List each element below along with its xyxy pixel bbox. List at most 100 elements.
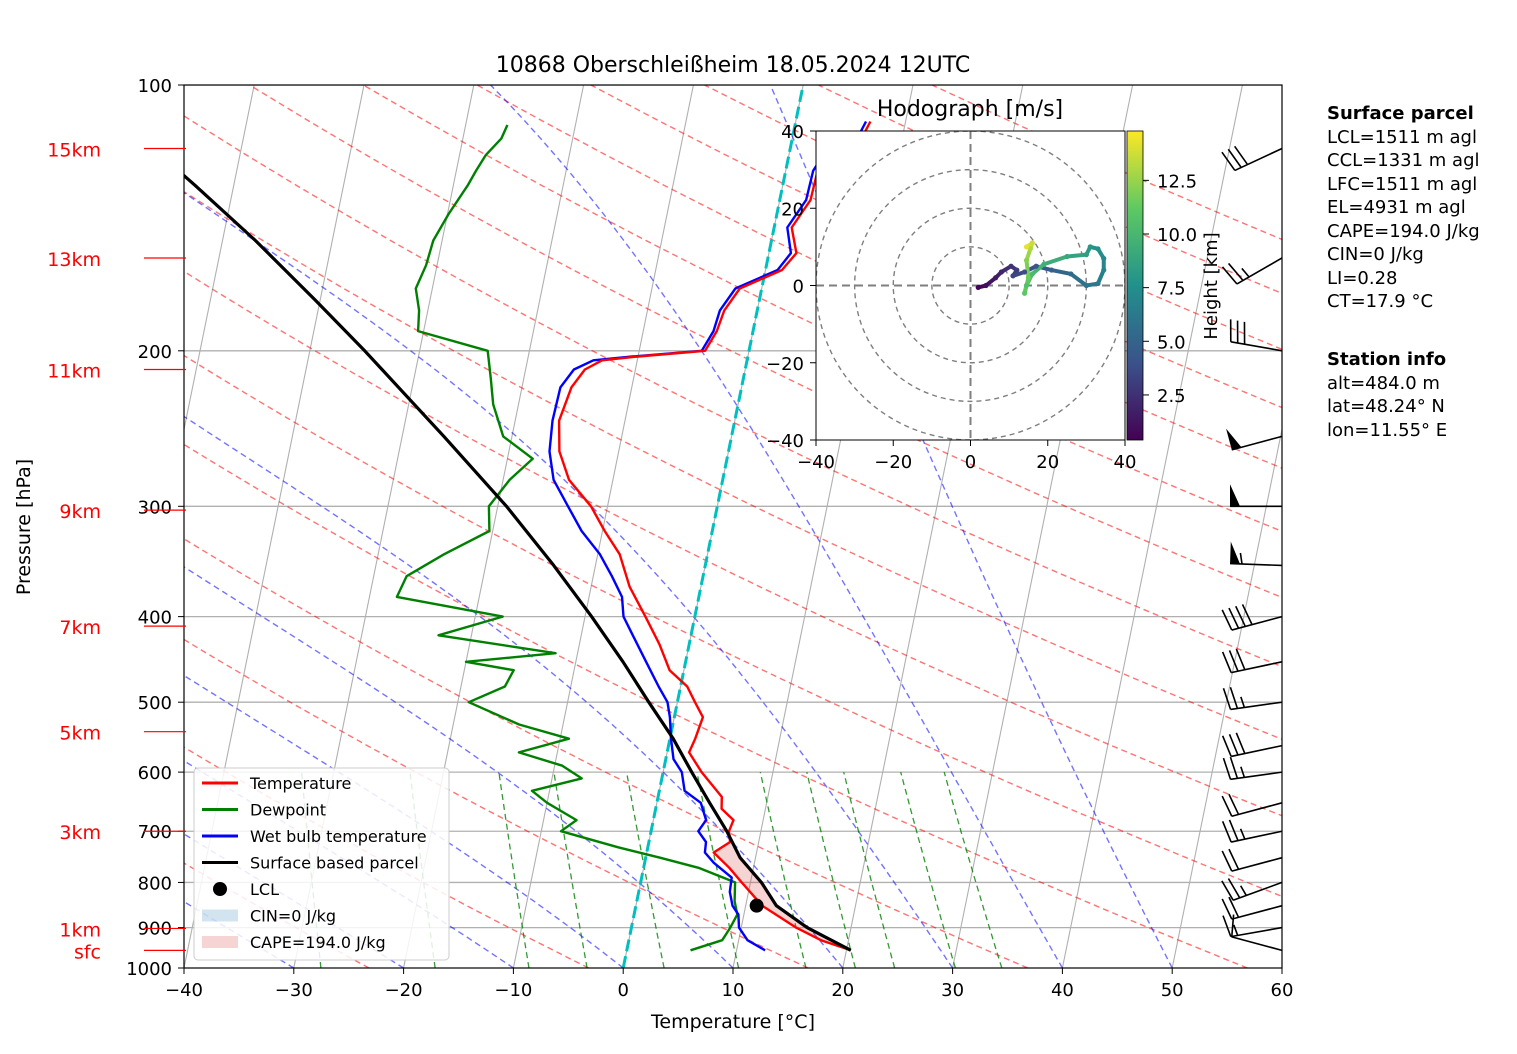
wind-barb-flag (1227, 148, 1242, 168)
wind-barb-flag (1221, 850, 1233, 872)
wind-barb-flag (1228, 734, 1239, 756)
hodograph-point (1021, 269, 1028, 275)
hodograph-segment (1024, 258, 1031, 280)
colorbar-ticks: 2.5 5.0 7.5 10.0 12.5 (1143, 171, 1197, 407)
wind-barb-flag (1228, 896, 1240, 918)
hodograph-inset: Hodograph [m/s] −40−40 −20 −20 0 0 20 20 40 40 2… (766, 97, 1222, 473)
x-axis-label: Temperature [°C] (650, 1011, 815, 1033)
wind-barb-flag (1227, 878, 1241, 899)
parcel-li: LI=0.28 (1327, 267, 1398, 289)
wind-barb-pennant (1230, 541, 1241, 564)
hodograph-point (1083, 282, 1089, 289)
mixing-ratio-line (943, 771, 1003, 968)
surface-parcel-panel: Surface parcel LCL=1511 m agl CCL=1331 m… (1327, 102, 1480, 314)
height-label: 9km (59, 501, 101, 523)
wind-barb-staff (1230, 340, 1283, 352)
legend-label: Wet bulb temperature (250, 827, 427, 846)
hodograph-point (1029, 240, 1035, 246)
x-tick-label: −30 (275, 980, 313, 1001)
wind-barb-flag (1229, 756, 1239, 779)
parcel-ct: CT=17.9 °C (1327, 291, 1434, 312)
parcel-lcl: LCL=1511 m agl (1327, 126, 1477, 148)
hodograph-trace (975, 240, 1107, 296)
wind-barb-flag (1221, 151, 1236, 171)
station-lat: lat=48.24° N (1327, 396, 1445, 417)
hodograph-point (998, 269, 1005, 275)
wind-barb-flag (1221, 880, 1234, 901)
moist-adiabat-line (184, 900, 295, 968)
y-tick-label: 200 (138, 342, 172, 363)
wind-barb-pennant (1226, 428, 1242, 450)
y-tick-label: 300 (138, 497, 172, 518)
wind-barb-half-flag (1239, 828, 1246, 840)
y-tick-label: 800 (138, 873, 172, 894)
mixing-ratio-line (843, 771, 896, 968)
surface-parcel-heading: Surface parcel (1327, 103, 1474, 124)
hodograph-point (1023, 282, 1030, 289)
wind-barb-staff (1231, 615, 1283, 631)
hodograph-point (1025, 275, 1032, 281)
hodograph-point (1101, 267, 1107, 273)
mixing-ratio-line (900, 771, 957, 968)
dry-adiabat-line (184, 538, 1029, 968)
lcl-marker (749, 898, 764, 913)
wind-barb-staff (1230, 830, 1283, 843)
hodograph-ring (892, 207, 1049, 364)
x-tick-label: −10 (494, 980, 532, 1001)
hodograph-point (1049, 267, 1055, 273)
dry-adiabat-line (184, 354, 1282, 898)
legend-label: Dewpoint (250, 801, 326, 820)
moist-adiabat-line (184, 674, 624, 968)
wet-bulb-line (548, 120, 868, 952)
wind-barb-staff (1230, 744, 1283, 758)
moist-adiabat-line (184, 415, 844, 968)
hodograph-point (1095, 280, 1101, 287)
station-lon: lon=11.55° E (1327, 419, 1448, 441)
hodograph-point (1041, 261, 1047, 267)
mixing-ratio-line (498, 772, 530, 968)
wind-barb-half-flag (1241, 267, 1250, 278)
wind-barb-pennant (1230, 484, 1240, 507)
wind-barb-flag (1235, 732, 1246, 754)
wind-barb-flag (1221, 651, 1232, 673)
hodograph-x-tick-label: 40 (1114, 452, 1137, 473)
hodograph-point (1027, 246, 1033, 252)
colorbar-tick-label: 12.5 (1157, 171, 1197, 192)
hodograph-colorbar (1126, 130, 1144, 441)
height-label: 1km (59, 919, 101, 941)
height-label: 11km (47, 361, 101, 383)
wind-barbs (1221, 145, 1283, 952)
legend-label: CAPE=194.0 J/kg (250, 933, 386, 952)
profile-series (184, 120, 872, 952)
profile-area (184, 85, 872, 968)
legend-label: LCL (250, 880, 279, 899)
x-tick-label: 20 (831, 980, 854, 1001)
wind-barb-staff (1236, 257, 1283, 285)
hodograph-segment (1049, 268, 1073, 276)
wind-barb-staff (1230, 661, 1283, 674)
dry-adiabat-line (184, 443, 1248, 968)
hodograph-point (1101, 255, 1107, 262)
hodograph-point (1095, 246, 1101, 252)
wind-barb-staff (1231, 802, 1283, 818)
wind-barb-staff (1232, 881, 1283, 901)
hodograph-point (983, 282, 989, 289)
hodograph-x-tick-label: −20 (874, 452, 912, 473)
legend-swatch-patch (202, 909, 238, 922)
mixing-ratio-lines (300, 771, 1003, 968)
y-tick-label: 900 (138, 919, 172, 940)
wind-barb-flag (1222, 687, 1232, 710)
y-axis-ticks: 100 200 300 400 500 600 700 800 900 1000 (126, 76, 184, 980)
wind-barb-flag (1228, 607, 1240, 629)
wind-barb-staff (1230, 771, 1283, 781)
y-tick-label: 1000 (126, 959, 172, 980)
parcel-cape: CAPE=194.0 J/kg (1327, 220, 1480, 242)
x-tick-label: 30 (941, 980, 964, 1001)
wind-barb-half-flag (1233, 924, 1239, 936)
hodograph-point (1087, 244, 1093, 250)
legend-label: Temperature (249, 774, 351, 793)
x-tick-label: 60 (1271, 980, 1294, 1001)
station-alt: alt=484.0 m (1327, 372, 1440, 394)
